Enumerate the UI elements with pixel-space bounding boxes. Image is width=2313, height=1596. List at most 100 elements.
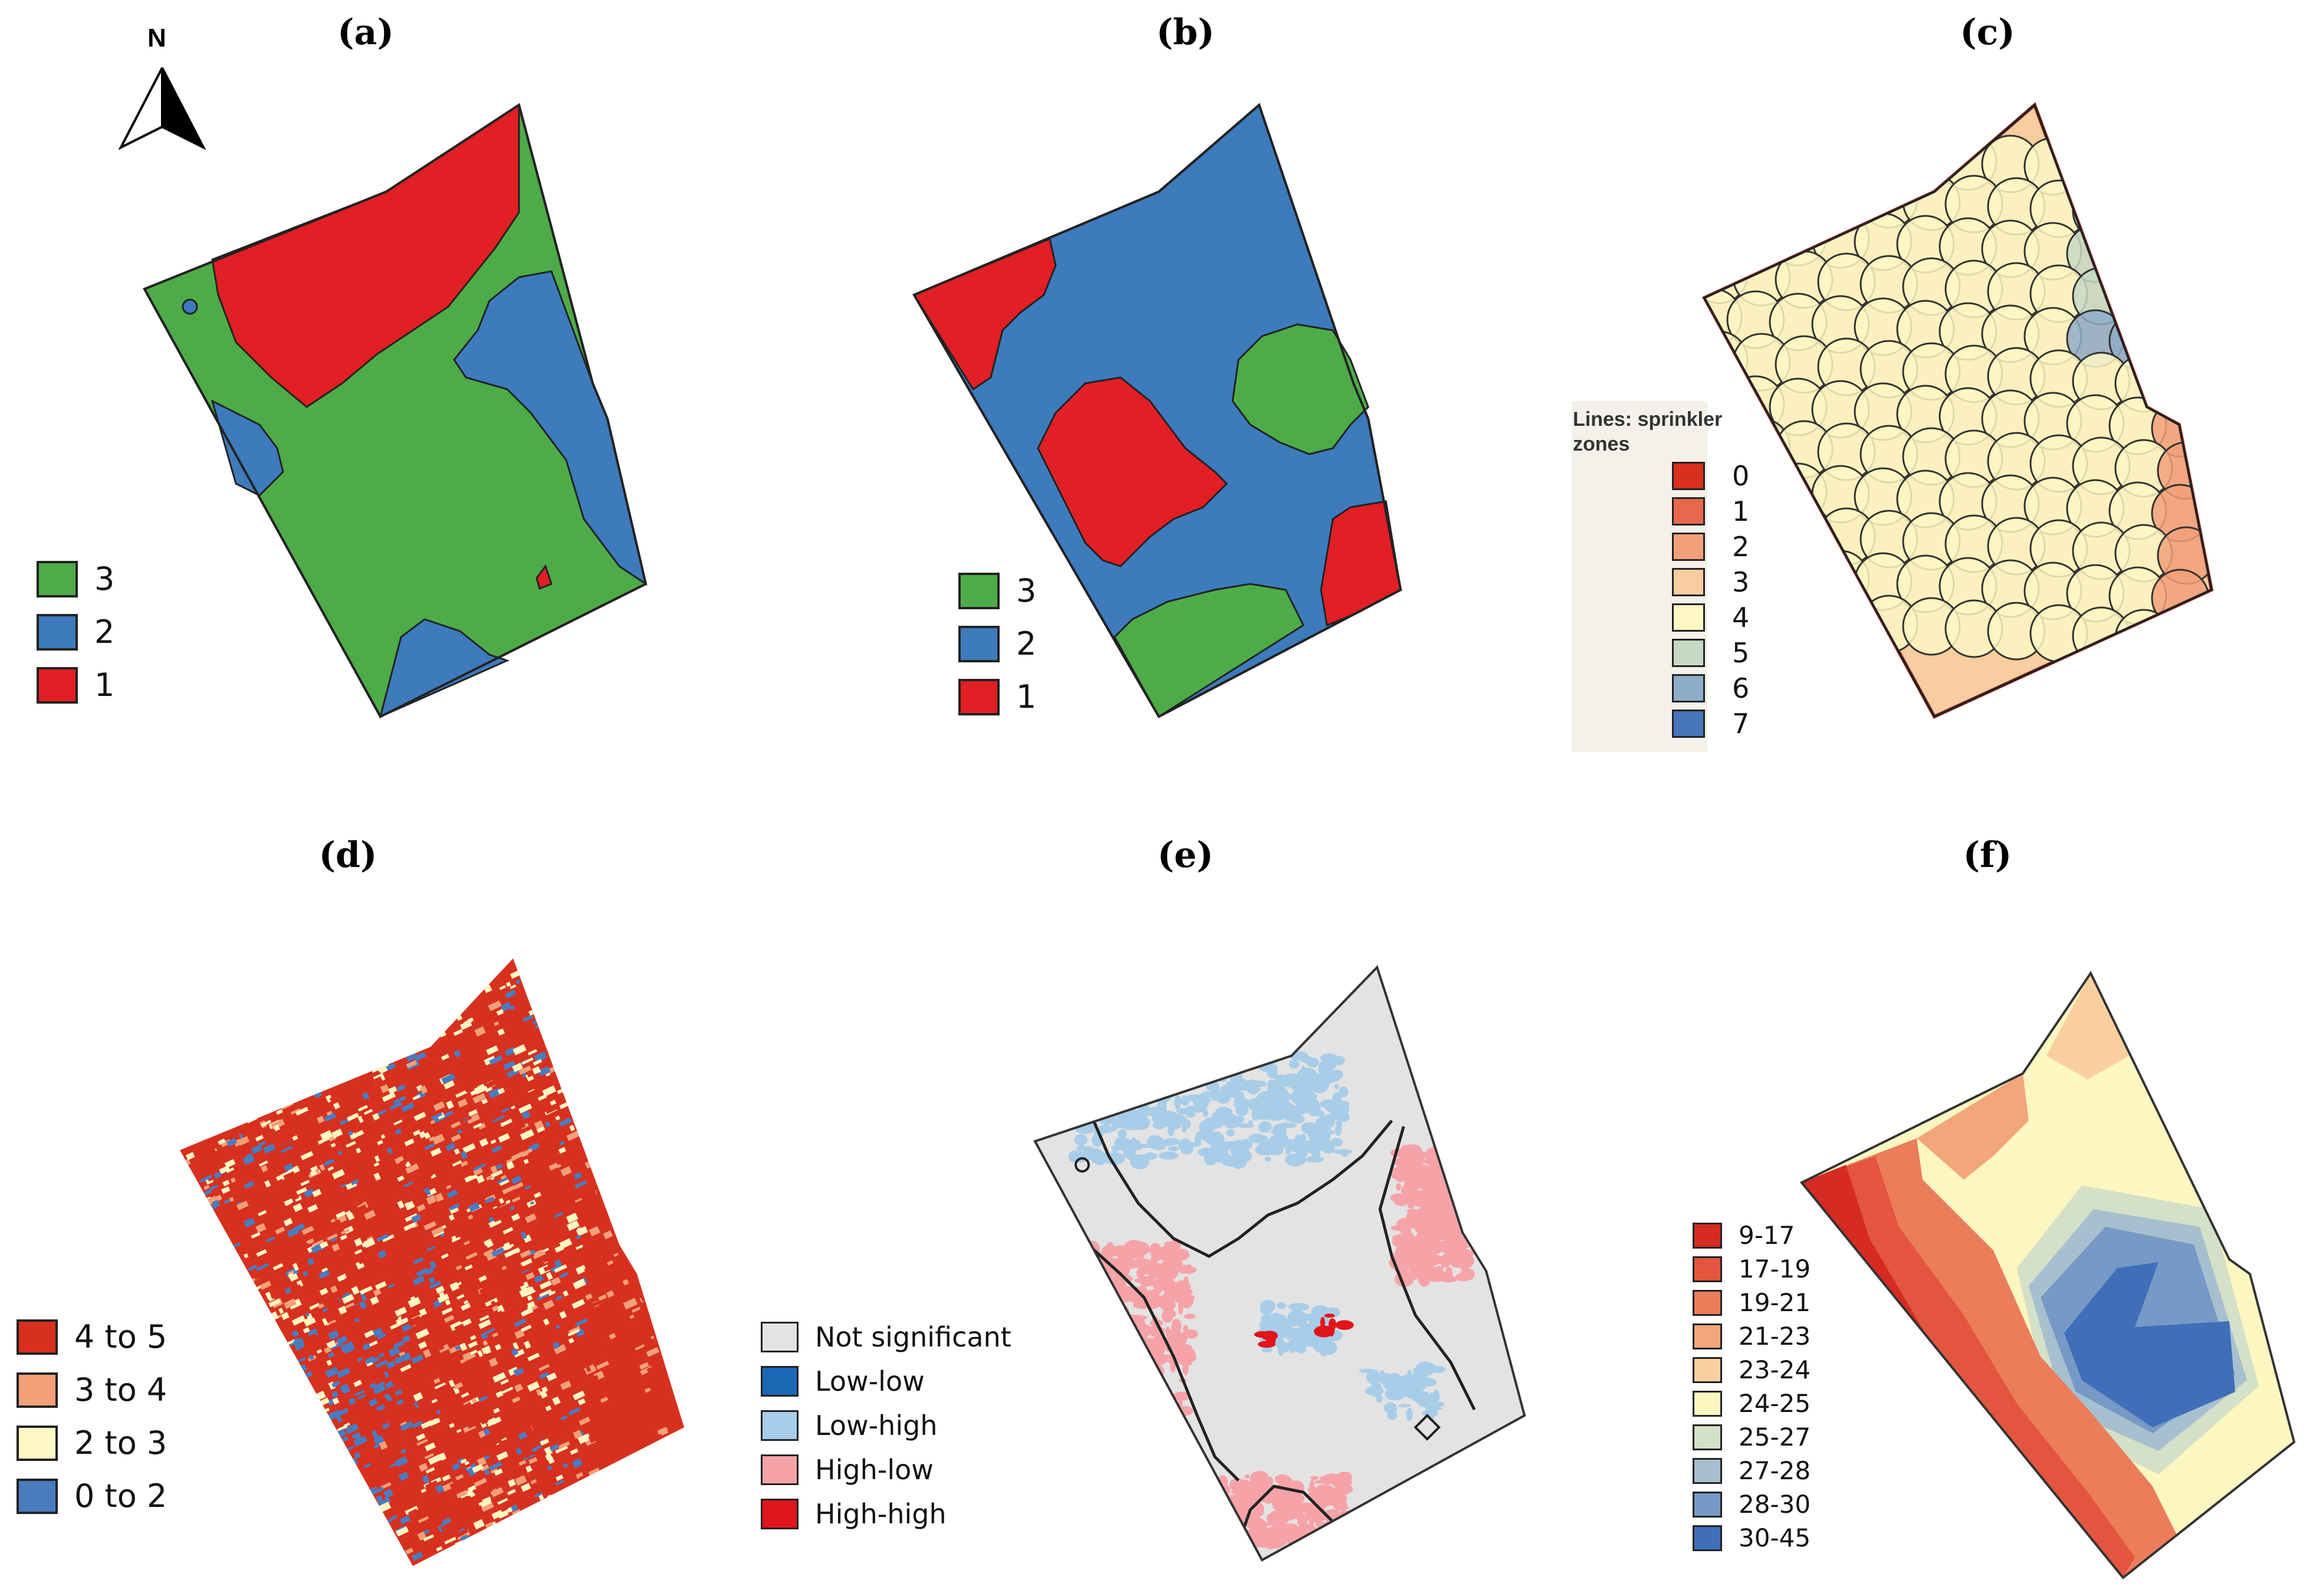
- panel-label-e: (e): [1157, 835, 1214, 876]
- legend-d-label: 4 to 5: [74, 1318, 167, 1355]
- legend-c-item: 5: [1672, 637, 1749, 669]
- legend-f-label: 24-25: [1739, 1389, 1811, 1418]
- legend-f-swatch: [1693, 1323, 1722, 1349]
- legend-c-label: 5: [1732, 637, 1750, 669]
- legend-f-item: 27-28: [1693, 1456, 1811, 1485]
- legend-e-item: High-high: [761, 1498, 947, 1530]
- panel-label-f: (f): [1963, 835, 2012, 876]
- legend-c-item: 6: [1672, 672, 1749, 704]
- legend-c-label: 4: [1732, 602, 1750, 633]
- field-a-zone2-spot: [182, 298, 198, 315]
- legend-f-label: 17-19: [1739, 1255, 1811, 1283]
- legend-a-item: 2: [37, 613, 114, 651]
- legend-a-label: 1: [94, 666, 115, 704]
- legend-d-item: 3 to 4: [17, 1371, 167, 1408]
- field-b-zone3-south: [1113, 583, 1305, 718]
- legend-b-item: 1: [958, 678, 1036, 715]
- legend-d-item: 2 to 3: [17, 1424, 167, 1462]
- field-b-zone1-center: [1037, 376, 1228, 567]
- legend-f-label: 25-27: [1739, 1423, 1811, 1451]
- panel-label-d: (d): [318, 835, 377, 876]
- legend-f-label: 30-45: [1739, 1523, 1811, 1552]
- legend-d-item: 0 to 2: [17, 1477, 167, 1515]
- legend-f-label: 9-17: [1739, 1221, 1795, 1250]
- legend-c-swatch: [1672, 710, 1705, 738]
- legend-c-item: 0: [1672, 460, 1749, 492]
- legend-f-item: 21-23: [1693, 1322, 1811, 1351]
- legend-b-swatch: [958, 678, 1000, 715]
- panel-label-b: (b): [1156, 12, 1215, 53]
- legend-b-swatch: [958, 625, 1000, 662]
- legend-f-item: 23-24: [1693, 1355, 1811, 1384]
- legend-f-label: 19-21: [1739, 1288, 1811, 1317]
- legend-c-swatch: [1672, 639, 1705, 667]
- legend-c-label: 2: [1732, 531, 1750, 563]
- field-a-zone1-spot: [535, 564, 553, 590]
- legend-e-label: Low-low: [815, 1365, 925, 1397]
- legend-c-title: Lines: sprinkler zones: [1573, 408, 1723, 455]
- legend-a-label: 2: [94, 613, 115, 651]
- legend-f-label: 27-28: [1739, 1456, 1811, 1485]
- legend-e-swatch: [761, 1454, 799, 1485]
- legend-e-item: Not significant: [761, 1321, 1011, 1353]
- legend-a-swatch: [37, 613, 78, 651]
- legend-f-item: 28-30: [1693, 1490, 1811, 1519]
- legend-d-label: 2 to 3: [74, 1424, 167, 1462]
- field-a-zone1: [211, 103, 520, 408]
- legend-a-label: 3: [94, 560, 115, 597]
- legend-a-swatch: [37, 666, 78, 704]
- legend-c-swatch: [1672, 533, 1705, 561]
- field-a-zone2-south: [379, 618, 510, 718]
- legend-b-swatch: [958, 572, 1000, 609]
- legend-e-item: Low-high: [761, 1410, 937, 1441]
- legend-f-label: 23-24: [1739, 1355, 1811, 1384]
- legend-f-swatch: [1693, 1457, 1722, 1484]
- legend-c-label: 7: [1732, 708, 1750, 740]
- legend-f-swatch: [1693, 1289, 1722, 1316]
- legend-c-swatch: [1672, 462, 1705, 490]
- panel-label-c: (c): [1960, 12, 2015, 53]
- legend-e-label: Low-high: [815, 1410, 938, 1441]
- legend-f-swatch: [1693, 1491, 1722, 1518]
- legend-c-swatch: [1672, 497, 1705, 526]
- legend-f-item: 25-27: [1693, 1423, 1811, 1451]
- legend-c-label: 6: [1732, 672, 1750, 704]
- field-a-zone2-west: [211, 399, 284, 497]
- north-label: N: [147, 24, 166, 52]
- legend-e-swatch: [761, 1410, 799, 1441]
- legend-d-label: 3 to 4: [74, 1371, 167, 1408]
- legend-e-label: High-low: [815, 1454, 934, 1486]
- legend-f-item: 9-17: [1693, 1221, 1795, 1250]
- legend-c-label: 0: [1732, 460, 1750, 492]
- legend-f-swatch: [1693, 1390, 1722, 1417]
- legend-c-swatch: [1672, 674, 1705, 702]
- legend-f-swatch: [1693, 1256, 1722, 1282]
- legend-e-label: Not significant: [815, 1321, 1011, 1353]
- legend-e-swatch: [761, 1366, 799, 1397]
- legend-b-label: 3: [1016, 572, 1037, 609]
- legend-e-label: High-high: [815, 1498, 947, 1530]
- legend-c-item: 3: [1672, 566, 1749, 598]
- legend-f-label: 28-30: [1739, 1490, 1811, 1519]
- panel-label-a: (a): [337, 12, 394, 53]
- legend-c-item: 1: [1672, 495, 1749, 527]
- legend-b-item: 2: [958, 625, 1036, 662]
- legend-c-item: 4: [1672, 602, 1749, 633]
- legend-c-item: 7: [1672, 708, 1749, 740]
- legend-f-swatch: [1693, 1424, 1722, 1450]
- legend-a-item: 3: [37, 560, 114, 597]
- legend-d-swatch: [17, 1425, 58, 1461]
- legend-b-item: 3: [958, 572, 1036, 609]
- legend-e-item: Low-low: [761, 1365, 925, 1397]
- legend-d-swatch: [17, 1372, 58, 1408]
- legend-d-swatch: [17, 1478, 58, 1514]
- legend-f-label: 21-23: [1739, 1322, 1811, 1351]
- legend-f-swatch: [1693, 1357, 1722, 1383]
- legend-f-swatch: [1693, 1222, 1722, 1249]
- field-b-zone3-east: [1231, 323, 1369, 455]
